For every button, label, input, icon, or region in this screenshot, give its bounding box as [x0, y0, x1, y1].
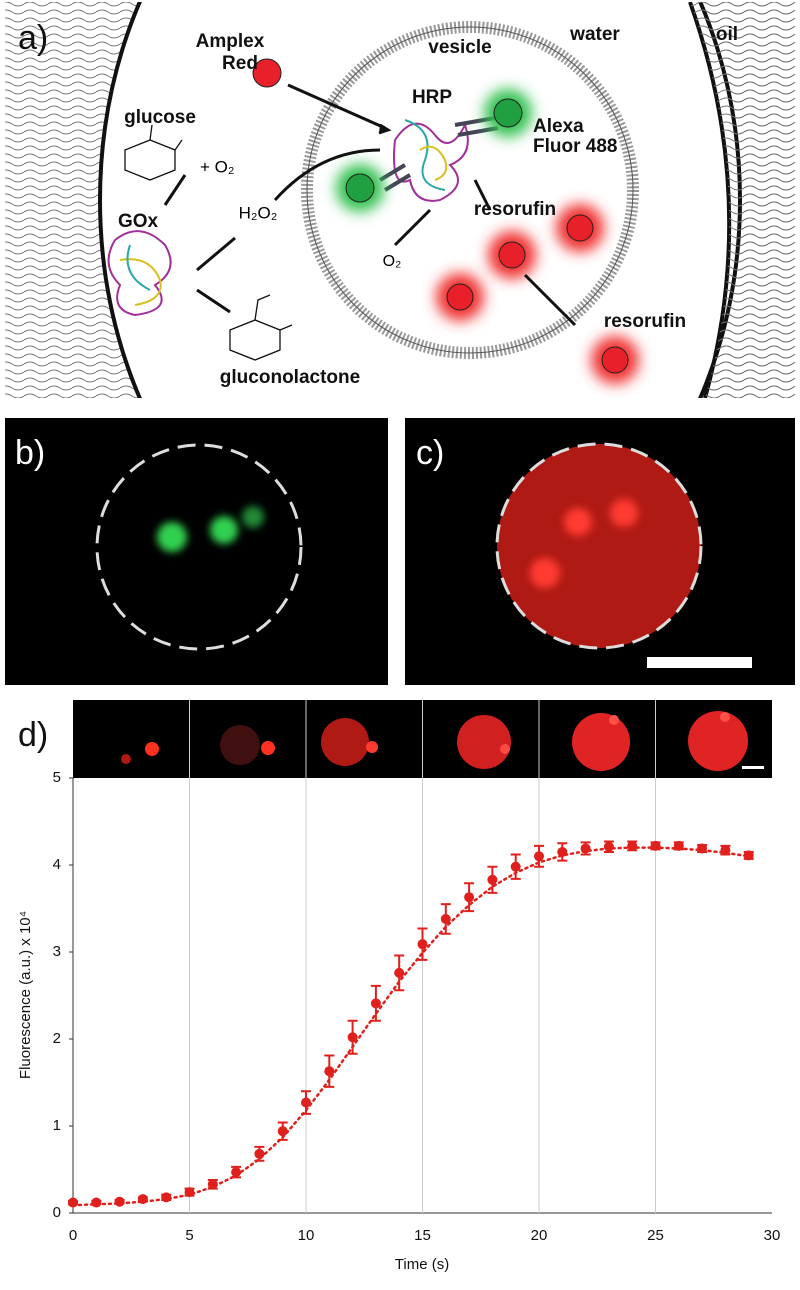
glucose-structure — [124, 124, 183, 181]
label: water — [569, 24, 620, 45]
panel-label: d) — [18, 716, 48, 754]
label: Alexa — [533, 116, 584, 137]
data-point — [417, 939, 428, 950]
label: Red — [222, 53, 258, 74]
fit-line — [71, 846, 750, 1207]
label: + O₂ — [200, 157, 234, 176]
data-point — [534, 851, 544, 862]
y-tick-label: 3 — [53, 943, 61, 960]
oil-region — [690, 2, 795, 398]
y-tick-label: 1 — [53, 1117, 61, 1134]
data-point — [394, 967, 405, 978]
data-point — [277, 1126, 288, 1137]
panel-c: c) — [405, 418, 795, 685]
y-axis-title: Fluorescence (a.u.) x 10⁴ — [17, 911, 34, 1079]
panel-label: b) — [15, 434, 45, 472]
label: GOx — [118, 211, 159, 232]
data-point — [440, 913, 451, 924]
x-tick-label: 30 — [764, 1227, 781, 1244]
y-tick-label: 4 — [53, 856, 61, 873]
gox-enzyme — [107, 230, 172, 317]
label: Fluor 488 — [533, 136, 617, 157]
data-point — [301, 1097, 311, 1108]
label: H₂O₂ — [239, 203, 278, 222]
gluconolactone-structure — [229, 294, 293, 361]
x-tick-label: 15 — [414, 1227, 431, 1244]
data-point — [627, 840, 638, 851]
label: O₂ — [383, 253, 402, 270]
data-point — [650, 840, 661, 851]
panel-label: c) — [416, 434, 444, 472]
data-point — [487, 874, 498, 885]
x-tick-label: 5 — [185, 1227, 193, 1244]
vesicle-outline — [306, 26, 634, 354]
data-point — [347, 1032, 358, 1043]
label: oil — [716, 24, 738, 45]
data-point — [114, 1196, 125, 1207]
x-tick-label: 10 — [298, 1227, 315, 1244]
panel-b: b) — [5, 418, 388, 685]
resorufin-molecules — [436, 204, 639, 384]
label: HRP — [412, 87, 452, 108]
x-tick-label: 25 — [647, 1227, 664, 1244]
data-point — [91, 1197, 102, 1208]
panel-a: a) Amplex Red vesicle water oil HRP Alex… — [5, 2, 795, 398]
data-point — [464, 892, 475, 903]
label: Amplex — [196, 31, 265, 52]
data-point — [324, 1066, 335, 1077]
x-tick-label: 0 — [69, 1227, 77, 1244]
label: glucose — [124, 107, 196, 128]
y-tick-label: 2 — [53, 1030, 61, 1047]
panel-label: a) — [18, 19, 48, 57]
amplex-red-molecule — [252, 58, 282, 88]
data-point — [370, 998, 381, 1009]
alexa-fluor — [336, 89, 532, 212]
label: resorufin — [474, 199, 556, 220]
label: gluconolactone — [220, 367, 360, 388]
x-axis-title: Time (s) — [395, 1256, 449, 1273]
data-point — [697, 843, 708, 854]
y-tick-label: 5 — [53, 769, 61, 786]
x-tick-label: 20 — [531, 1227, 548, 1244]
data-point — [603, 841, 614, 852]
arrows — [163, 83, 577, 327]
data-point — [743, 850, 754, 861]
label: resorufin — [604, 311, 686, 332]
data-point — [510, 861, 521, 872]
y-tick-label: 0 — [53, 1204, 61, 1221]
hrp-enzyme — [393, 119, 469, 202]
label: vesicle — [428, 37, 491, 58]
image-strip: d) — [18, 700, 772, 778]
oil-boundary — [688, 2, 732, 398]
